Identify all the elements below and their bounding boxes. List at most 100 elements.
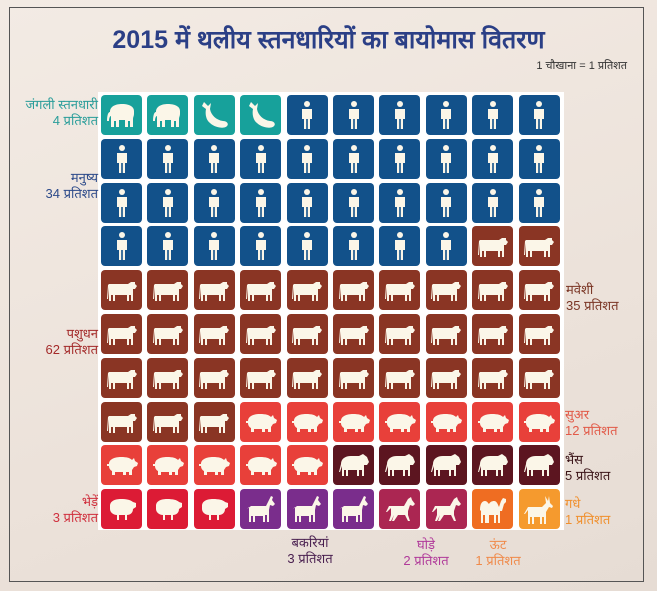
waffle-tile-human <box>379 226 421 267</box>
waffle-tile-cow <box>425 314 467 354</box>
cow-icon <box>152 363 184 393</box>
cow-icon <box>523 319 555 349</box>
waffle-tile-human <box>425 182 467 223</box>
cow-icon <box>106 363 138 393</box>
pig-icon <box>152 450 184 480</box>
label-buffalo: भैंस 5 प्रतिशत <box>565 452 610 484</box>
waffle-grid <box>98 92 564 530</box>
cow-icon <box>338 363 370 393</box>
pig-icon <box>291 450 323 480</box>
waffle-tile-cow <box>193 270 235 311</box>
buffalo-icon <box>523 450 555 480</box>
horse-icon <box>430 494 462 524</box>
human-icon <box>291 100 323 130</box>
cow-icon <box>152 407 184 437</box>
waffle-tile-pig <box>379 401 421 442</box>
waffle-tile-cow <box>518 270 560 311</box>
waffle-tile-human <box>147 138 189 179</box>
cow-icon <box>198 363 230 393</box>
waffle-tile-sheep <box>193 489 235 530</box>
pig-icon <box>245 450 277 480</box>
human-icon <box>291 144 323 174</box>
cow-icon <box>430 319 462 349</box>
sheep-icon <box>106 494 138 524</box>
goat-icon <box>245 494 277 524</box>
buffalo-icon <box>338 450 370 480</box>
waffle-tile-human <box>425 226 467 267</box>
waffle-tile-human <box>425 95 467 135</box>
cow-icon <box>338 275 370 305</box>
label-donkey: गधे 1 प्रतिशत <box>565 496 610 528</box>
human-icon <box>384 144 416 174</box>
cow-icon <box>291 363 323 393</box>
human-icon <box>152 188 184 218</box>
cow-icon <box>291 275 323 305</box>
waffle-tile-cow <box>101 314 142 354</box>
human-icon <box>523 188 555 218</box>
label-wild-name: जंगली स्तनधारी <box>25 97 99 112</box>
waffle-tile-cow <box>240 270 282 311</box>
pig-icon <box>523 407 555 437</box>
cow-icon <box>152 275 184 305</box>
cow-icon <box>384 319 416 349</box>
waffle-tile-cow <box>518 226 560 267</box>
waffle-tile-pig <box>193 445 235 486</box>
waffle-tile-human <box>193 138 235 179</box>
waffle-tile-cow <box>240 357 282 398</box>
waffle-tile-human <box>286 182 328 223</box>
waffle-tile-human <box>240 226 282 267</box>
human-icon <box>106 144 138 174</box>
label-sheep-pct: 3 प्रतिशत <box>52 510 98 525</box>
human-icon <box>245 231 277 261</box>
waffle-tile-human <box>193 182 235 223</box>
chart-title: 2015 में थलीय स्तनधारियों का बायोमास वित… <box>112 26 545 54</box>
waffle-tile-cow <box>147 270 189 311</box>
waffle-tile-buffalo <box>472 445 514 486</box>
sheep-icon <box>152 494 184 524</box>
waffle-tile-buffalo <box>379 445 421 486</box>
label-goat-pct: 3 प्रतिशत <box>287 551 333 566</box>
goat-icon <box>291 494 323 524</box>
label-pig: सुअर 12 प्रतिशत <box>565 407 618 439</box>
label-donkey-pct: 1 प्रतिशत <box>565 512 611 527</box>
label-human-name: मनुष्य <box>70 170 98 185</box>
label-livestock-name: पशुधन <box>66 326 98 341</box>
waffle-tile-cow <box>379 270 421 311</box>
cow-icon <box>430 275 462 305</box>
cow-icon <box>198 275 230 305</box>
infographic-frame <box>9 7 644 582</box>
label-wild: जंगली स्तनधारी 4 प्रतिशत <box>26 97 99 129</box>
buffalo-icon <box>384 450 416 480</box>
waffle-tile-human <box>286 138 328 179</box>
waffle-tile-cow <box>286 314 328 354</box>
waffle-tile-pig <box>518 401 560 442</box>
human-icon <box>245 144 277 174</box>
waffle-tile-goat <box>286 489 328 530</box>
waffle-tile-human <box>333 138 374 179</box>
label-wild-pct: 4 प्रतिशत <box>52 113 98 128</box>
waffle-tile-cow <box>518 314 560 354</box>
label-pig-pct: 12 प्रतिशत <box>565 423 618 438</box>
waffle-tile-cow <box>240 314 282 354</box>
waffle-tile-buffalo <box>518 445 560 486</box>
waffle-tile-goat <box>240 489 282 530</box>
waffle-tile-human <box>379 95 421 135</box>
waffle-tile-cow <box>472 357 514 398</box>
human-icon <box>338 231 370 261</box>
waffle-tile-cow <box>286 270 328 311</box>
human-icon <box>477 144 509 174</box>
camel-icon <box>477 494 509 524</box>
elephant-icon <box>106 100 138 130</box>
cow-icon <box>291 319 323 349</box>
human-icon <box>198 144 230 174</box>
label-cattle: मवेशी 35 प्रतिशत <box>566 282 619 314</box>
cow-icon <box>106 275 138 305</box>
human-icon <box>198 188 230 218</box>
label-buffalo-name: भैंस <box>565 452 583 467</box>
waffle-tile-cow <box>379 357 421 398</box>
label-cattle-pct: 35 प्रतिशत <box>566 298 619 313</box>
waffle-tile-cow <box>147 357 189 398</box>
waffle-tile-human <box>101 226 142 267</box>
pig-icon <box>477 407 509 437</box>
waffle-tile-pig <box>286 401 328 442</box>
